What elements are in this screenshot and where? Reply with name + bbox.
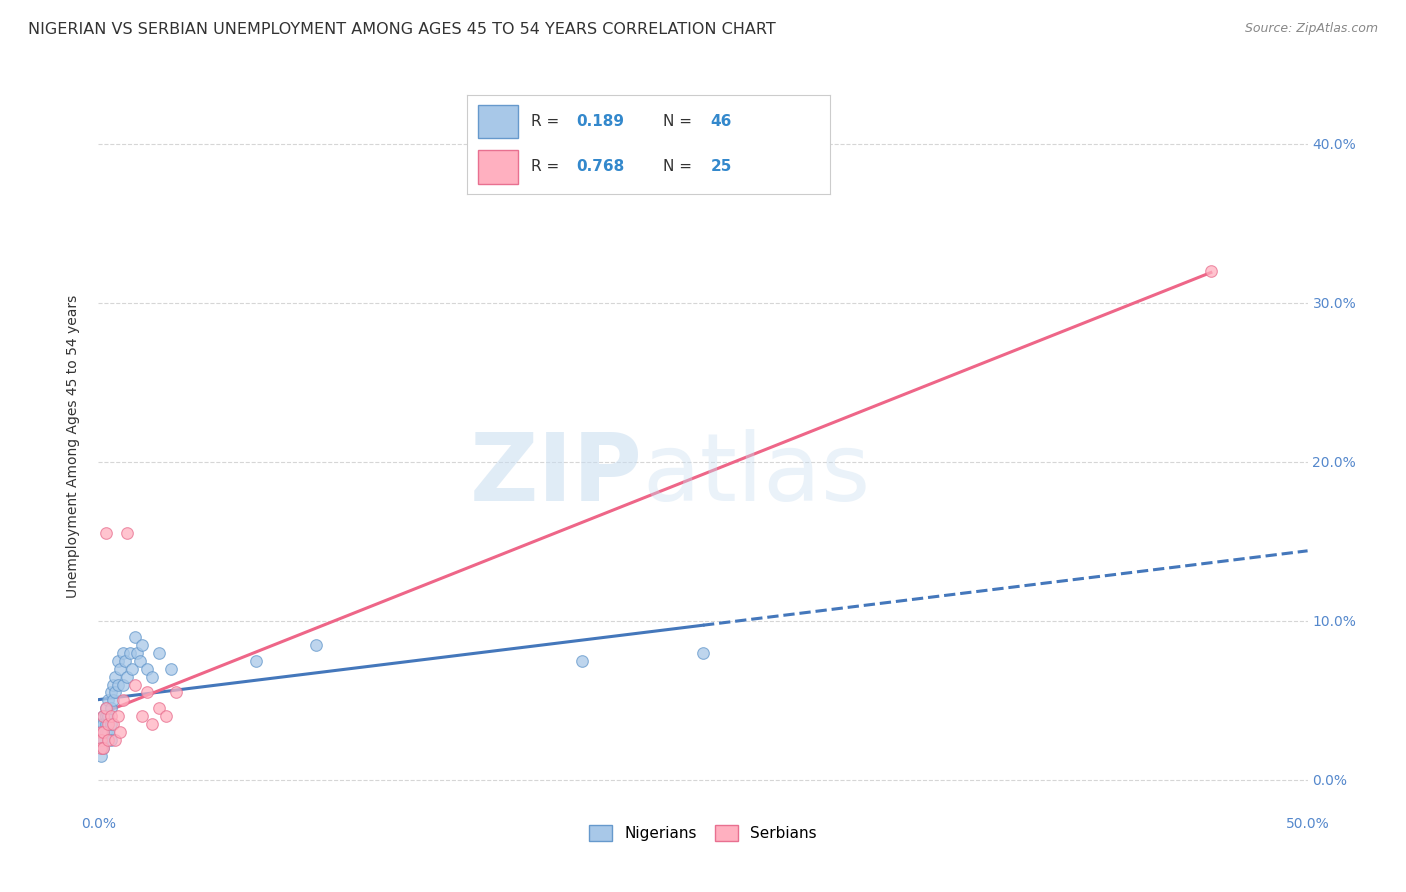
Point: [90, 749, 112, 764]
Point: [108, 662, 131, 676]
Point: [101, 677, 124, 691]
Point: [100, 733, 122, 747]
Point: [107, 654, 129, 668]
Point: [104, 669, 127, 683]
Point: [90, 717, 112, 731]
Point: [90, 725, 112, 739]
Y-axis label: Unemployment Among Ages 45 to 54 years: Unemployment Among Ages 45 to 54 years: [66, 294, 80, 598]
Point: [135, 685, 157, 699]
Point: [141, 669, 163, 683]
Point: [97, 693, 120, 707]
Point: [124, 677, 146, 691]
Point: [118, 646, 141, 660]
Point: [305, 638, 328, 652]
Point: [117, 526, 139, 541]
Point: [131, 709, 153, 723]
Point: [121, 662, 143, 676]
Point: [141, 717, 163, 731]
Point: [245, 654, 267, 668]
Point: [97, 717, 120, 731]
Point: [91, 709, 114, 723]
Point: [94, 725, 117, 739]
Point: [97, 709, 120, 723]
Point: [90, 733, 112, 747]
Point: [94, 701, 117, 715]
Point: [91, 717, 114, 731]
Point: [100, 685, 122, 699]
Point: [692, 646, 714, 660]
Point: [97, 725, 120, 739]
Point: [101, 693, 124, 707]
Point: [571, 654, 593, 668]
Point: [124, 630, 146, 644]
Point: [111, 693, 134, 707]
Point: [90, 741, 112, 756]
Point: [135, 662, 157, 676]
Point: [128, 654, 150, 668]
Point: [91, 741, 114, 756]
Point: [94, 526, 117, 541]
Point: [91, 709, 114, 723]
Text: NIGERIAN VS SERBIAN UNEMPLOYMENT AMONG AGES 45 TO 54 YEARS CORRELATION CHART: NIGERIAN VS SERBIAN UNEMPLOYMENT AMONG A…: [28, 22, 776, 37]
Point: [100, 709, 122, 723]
Text: atlas: atlas: [643, 429, 870, 521]
Point: [100, 701, 122, 715]
Point: [127, 646, 149, 660]
Point: [94, 701, 117, 715]
Point: [90, 725, 112, 739]
Point: [111, 646, 134, 660]
Point: [104, 685, 127, 699]
Point: [94, 717, 117, 731]
Point: [117, 669, 139, 683]
Point: [91, 733, 114, 747]
Point: [91, 725, 114, 739]
Point: [97, 733, 120, 747]
Point: [148, 646, 170, 660]
Text: Source: ZipAtlas.com: Source: ZipAtlas.com: [1244, 22, 1378, 36]
Point: [1199, 264, 1222, 278]
Point: [114, 654, 136, 668]
Point: [148, 701, 170, 715]
Point: [104, 733, 127, 747]
Point: [100, 717, 122, 731]
Point: [90, 741, 112, 756]
Point: [155, 709, 177, 723]
Point: [91, 725, 114, 739]
Point: [90, 733, 112, 747]
Text: ZIP: ZIP: [470, 429, 643, 521]
Point: [94, 709, 117, 723]
Point: [107, 709, 129, 723]
Point: [111, 677, 134, 691]
Point: [131, 638, 153, 652]
Point: [101, 717, 124, 731]
Point: [160, 662, 183, 676]
Point: [107, 677, 129, 691]
Point: [108, 725, 131, 739]
Legend: Nigerians, Serbians: Nigerians, Serbians: [578, 814, 828, 852]
Point: [91, 741, 114, 756]
Point: [165, 685, 187, 699]
